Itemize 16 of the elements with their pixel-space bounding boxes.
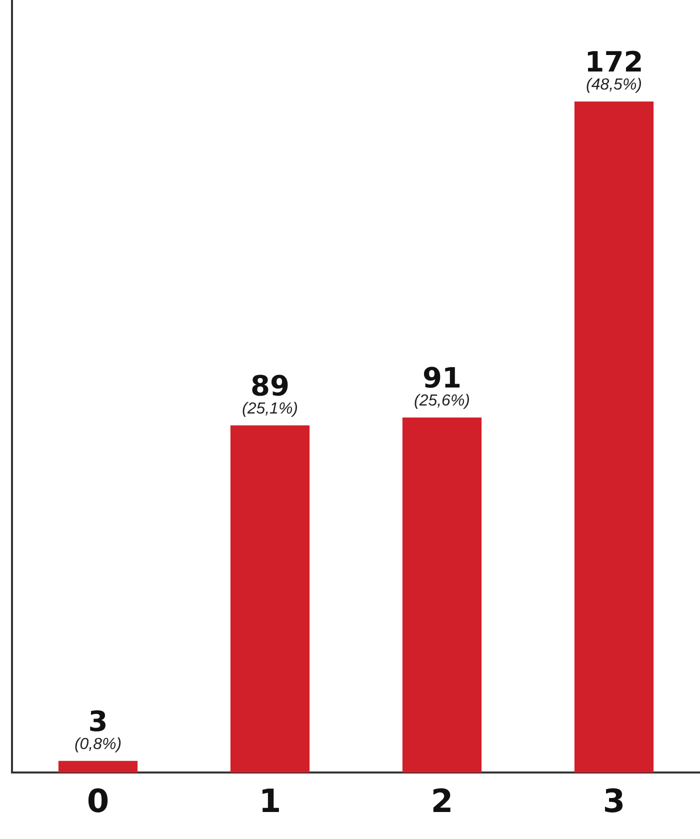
- annotation: (48,5%): [586, 76, 642, 94]
- data-label: 89: [250, 369, 290, 402]
- data-label: 172: [584, 45, 644, 78]
- bar: [574, 101, 654, 773]
- x-tick-label: 3: [602, 782, 626, 820]
- annotation: (25,1%): [242, 400, 298, 418]
- x-tick-label: 0: [86, 782, 110, 820]
- bar: [58, 760, 138, 773]
- annotation: (25,6%): [414, 392, 470, 410]
- bar: [230, 425, 310, 773]
- x-tick-label: 1: [258, 782, 282, 820]
- x-tick-label: 2: [430, 782, 454, 820]
- data-label: 3: [88, 704, 108, 738]
- bar: [402, 418, 482, 773]
- data-label: 91: [422, 362, 462, 395]
- annotation: (0,8%): [74, 736, 122, 753]
